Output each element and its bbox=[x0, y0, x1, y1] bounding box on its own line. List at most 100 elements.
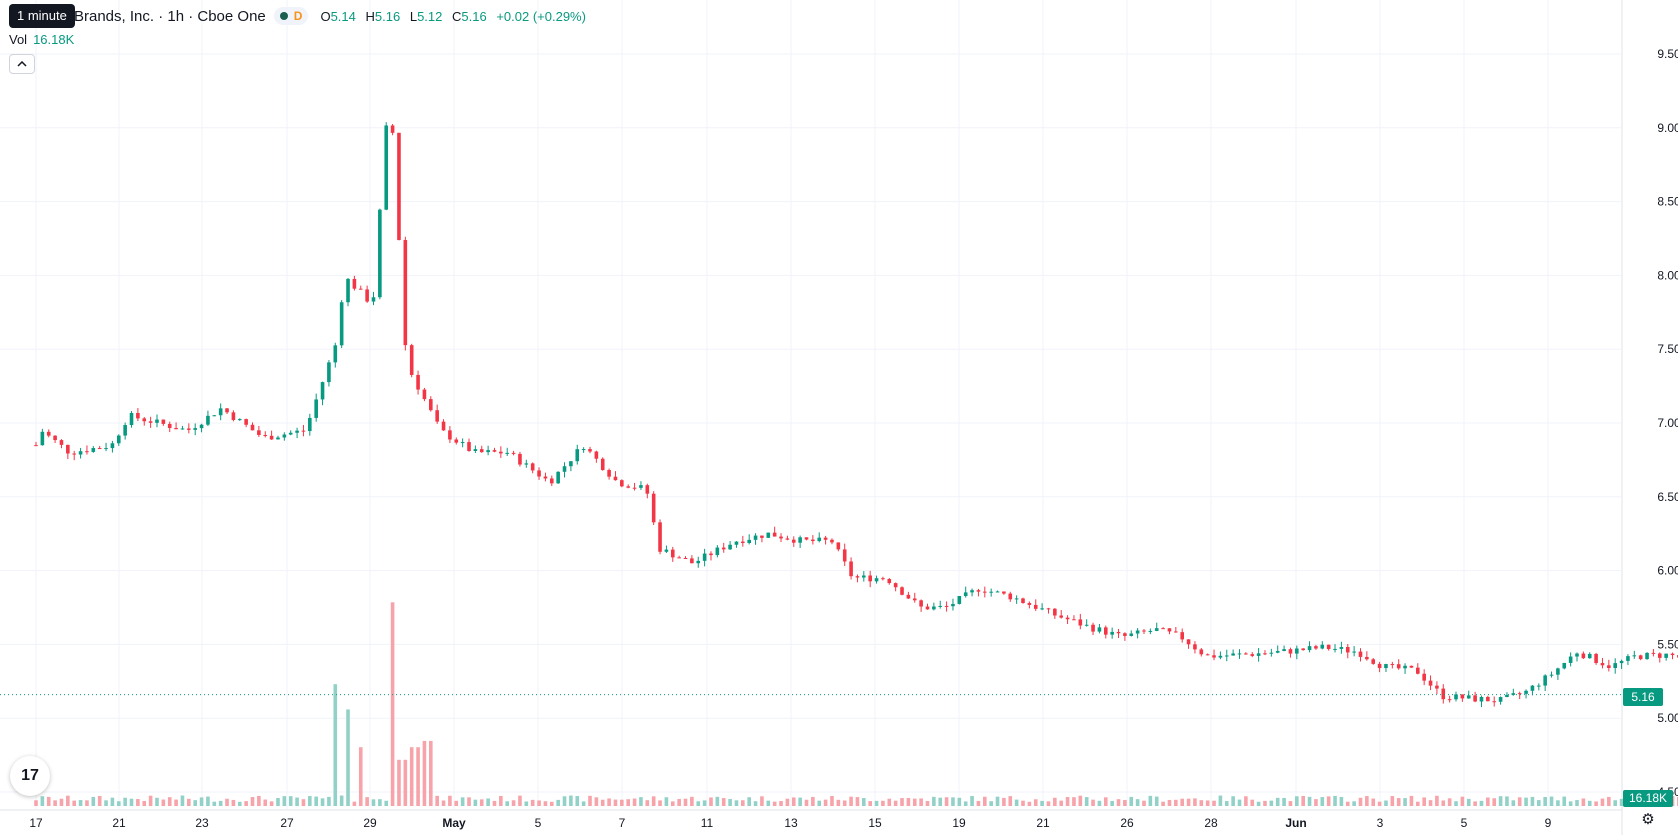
volume-bar bbox=[1103, 797, 1108, 806]
volume-bar bbox=[645, 800, 650, 806]
candle-body bbox=[849, 561, 853, 577]
volume-bar bbox=[772, 801, 777, 806]
candle-body bbox=[881, 578, 885, 580]
candle-body bbox=[1199, 649, 1204, 655]
volume-bar bbox=[282, 796, 287, 806]
volume-bar bbox=[34, 800, 38, 806]
volume-bar bbox=[136, 799, 140, 806]
volume-bar bbox=[1466, 798, 1471, 806]
collapse-legend-button[interactable] bbox=[9, 54, 35, 74]
candle-body bbox=[906, 594, 911, 599]
candle-body bbox=[448, 430, 452, 440]
volume-bar bbox=[1619, 798, 1624, 806]
volume-bar bbox=[982, 796, 987, 806]
volume-bar bbox=[1326, 796, 1331, 806]
current-price-badge: 5.16 bbox=[1623, 688, 1663, 706]
volume-bar bbox=[690, 796, 694, 806]
volume-bar bbox=[1543, 796, 1547, 806]
time-tick-label: 21 bbox=[1036, 816, 1050, 830]
volume-legend: Vol 16.18K bbox=[9, 32, 74, 47]
candle-body bbox=[1626, 656, 1630, 661]
volume-bar bbox=[187, 798, 191, 806]
candle-body bbox=[467, 442, 471, 451]
volume-bar bbox=[944, 797, 949, 806]
candle-body bbox=[823, 537, 828, 540]
volume-bar bbox=[677, 798, 681, 806]
volume-bar bbox=[110, 797, 115, 806]
volume-bar bbox=[1422, 797, 1426, 806]
candle-body bbox=[1212, 655, 1216, 658]
price-axis[interactable]: 9.50 9.00 8.50 8.00 7.50 7.00 6.50 6.00 5.50 5.00… bbox=[1657, 47, 1678, 799]
volume-bar bbox=[91, 796, 96, 806]
volume-bar bbox=[142, 800, 147, 806]
time-tick-label: 29 bbox=[363, 816, 377, 830]
candle-body bbox=[295, 430, 299, 433]
volume-bar bbox=[1269, 800, 1274, 806]
candle-body bbox=[1218, 655, 1223, 658]
candle-body bbox=[1670, 653, 1675, 656]
candle-body bbox=[1473, 695, 1477, 702]
tradingview-logo-icon[interactable]: 17 bbox=[10, 756, 50, 796]
candle-body bbox=[1288, 649, 1293, 654]
price-tick-label: 9.50 bbox=[1657, 47, 1678, 61]
volume-bar bbox=[620, 799, 624, 806]
candle-body bbox=[734, 541, 739, 545]
candle-body bbox=[218, 408, 223, 416]
symbol-title[interactable]: Brands, Inc. · 1h · Cboe One bbox=[74, 7, 266, 25]
volume-bar bbox=[161, 799, 166, 806]
volume-bar bbox=[1186, 798, 1191, 806]
volume-bar bbox=[664, 797, 669, 806]
volume-bar bbox=[276, 798, 280, 806]
volume-bar bbox=[1097, 800, 1102, 806]
volume-bar bbox=[511, 800, 516, 806]
volume-bar bbox=[785, 798, 790, 806]
candle-body bbox=[1097, 627, 1102, 632]
candle-body bbox=[1549, 674, 1554, 676]
gear-icon[interactable]: ⚙ bbox=[1641, 811, 1655, 828]
candle-body bbox=[441, 421, 446, 431]
candle-body bbox=[690, 558, 694, 564]
volume-bar bbox=[1295, 796, 1299, 806]
volume-bar bbox=[1447, 798, 1452, 806]
candle-body bbox=[1657, 653, 1662, 658]
volume-bar bbox=[804, 799, 809, 806]
volume-bar bbox=[1365, 796, 1369, 806]
candle-body bbox=[365, 289, 369, 302]
volume-bar bbox=[206, 796, 210, 806]
volume-bar bbox=[976, 800, 981, 806]
volume-bar bbox=[766, 800, 771, 806]
time-axis[interactable]: 17 21 23 27 29 May 5 7 11 13 15 19 21 26 28 Jun 3 5 9 bbox=[29, 816, 1551, 830]
candle-body bbox=[791, 539, 796, 543]
time-tick-label: 28 bbox=[1204, 816, 1218, 830]
price-tick-label: 9.00 bbox=[1657, 121, 1678, 135]
candle-body bbox=[155, 419, 159, 423]
volume-bar bbox=[1205, 800, 1210, 806]
candle-body bbox=[741, 541, 745, 543]
volume-bar bbox=[518, 795, 522, 806]
candle-body bbox=[212, 415, 217, 417]
volume-bar bbox=[862, 798, 866, 806]
candle-body bbox=[244, 419, 248, 425]
candle-body bbox=[1072, 619, 1076, 621]
candle-body bbox=[1511, 693, 1516, 695]
volume-bar bbox=[1307, 796, 1312, 806]
candle-body bbox=[288, 432, 293, 435]
volume-bar bbox=[562, 796, 567, 806]
volume-bar bbox=[301, 799, 306, 806]
time-tick-label: 27 bbox=[280, 816, 294, 830]
candle-body bbox=[1116, 631, 1121, 634]
volume-bar bbox=[1377, 801, 1382, 806]
volume-bar bbox=[288, 796, 293, 806]
volume-bar bbox=[658, 800, 662, 806]
volume-bar bbox=[1575, 800, 1579, 806]
market-status[interactable]: D bbox=[273, 7, 309, 25]
volume-bar bbox=[295, 797, 299, 806]
volume-bar bbox=[1594, 801, 1598, 806]
candle-body bbox=[1460, 694, 1465, 699]
candle-body bbox=[1352, 651, 1356, 653]
volume-bar bbox=[85, 800, 89, 806]
candle-body bbox=[1365, 656, 1369, 660]
candle-body bbox=[1263, 653, 1267, 655]
volume-bar bbox=[823, 799, 828, 806]
